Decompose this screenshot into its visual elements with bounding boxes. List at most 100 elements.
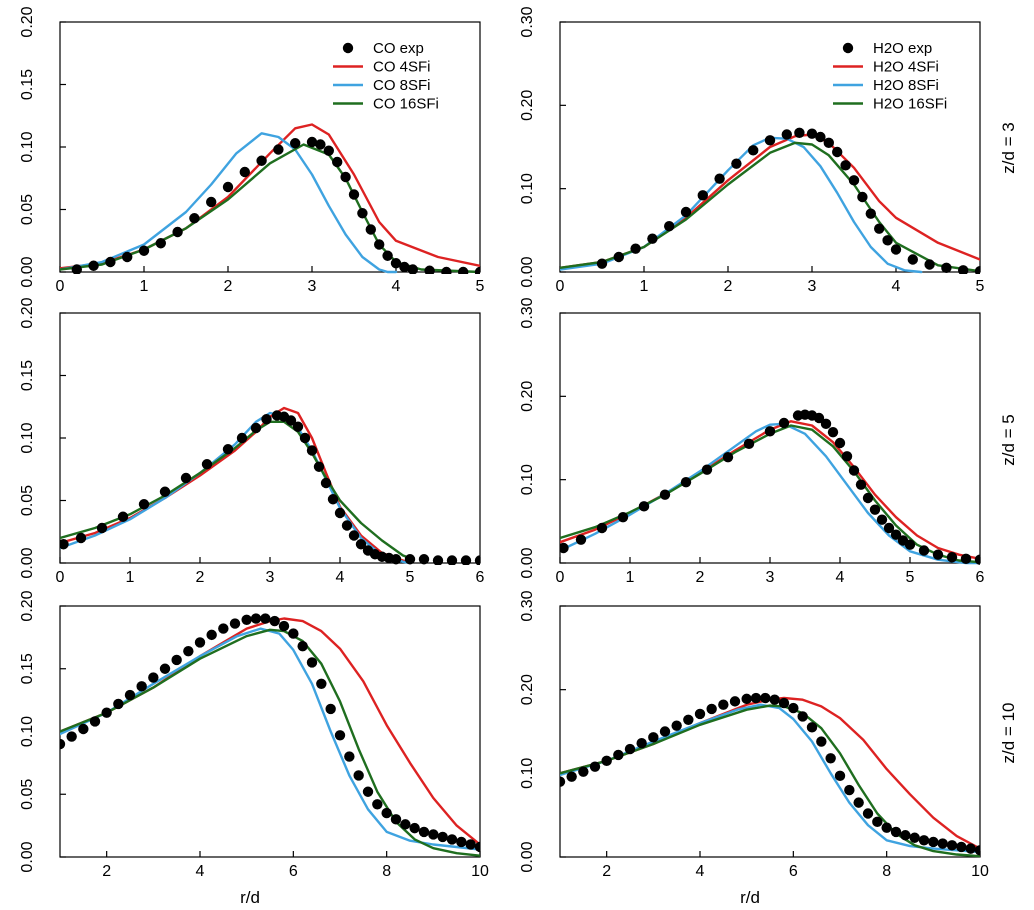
panel-4-x-tick-label: 5 (906, 569, 915, 586)
panel-4-series-line (560, 424, 980, 564)
panel-2-legend-label: H2O 8SFi (873, 77, 939, 94)
panel-6-data-point (816, 736, 827, 747)
panel-3-data-point (348, 530, 360, 541)
panel-3-y-tick-label: 0.10 (19, 422, 36, 453)
panel-1-data-point (138, 245, 150, 256)
panel-6-data-point (974, 845, 980, 856)
panel-1-data-point (390, 258, 402, 269)
panel-5-data-point (278, 620, 290, 632)
panel-3-data-point (96, 522, 108, 534)
panel-6-data-point (918, 835, 930, 846)
panel-1-legend-label: CO exp (373, 40, 424, 57)
panel-6-data-point (965, 843, 976, 854)
panel-4-y-tick-label: 0.20 (519, 381, 536, 412)
panel-1-legend-item: CO 4SFi (333, 59, 431, 76)
panel-4-data-point (617, 511, 629, 523)
panel-2-data-point (647, 233, 658, 244)
panel-5-x-axis-title: r/d (240, 888, 260, 907)
panel-1-data-point (332, 156, 343, 168)
panel-6-series-line (560, 704, 980, 858)
panel-1-data-point (323, 145, 334, 156)
panel-5-data-point (241, 614, 252, 626)
panel-3-plot-area (60, 406, 480, 565)
panel-3-x-tick-label: 6 (476, 569, 485, 586)
panel-1-y-tick-label: 0.00 (19, 256, 36, 287)
panel-1-x-tick-label: 1 (140, 278, 149, 295)
panel-5-data-point (465, 839, 476, 850)
panel-5-data-point (353, 770, 364, 781)
panel-6-data-point (560, 776, 566, 787)
panel-1-data-point (407, 264, 418, 274)
panel-6-data-point (578, 766, 589, 777)
panel-6-data-point (589, 761, 601, 772)
panel-2-data-point (697, 190, 708, 201)
panel-5-data-point (194, 637, 206, 648)
panel-5-data-point (136, 681, 147, 692)
panel-6-data-point (769, 694, 780, 705)
panel-4-series-line (560, 422, 980, 565)
panel-1-series-line (60, 123, 480, 270)
panel-3-x-tick-label: 0 (56, 569, 65, 586)
panel-6-data-point (566, 771, 577, 782)
panel-2-data-point (958, 265, 969, 274)
panel-3-data-point (292, 421, 304, 432)
panel-4-data-point (680, 476, 692, 488)
panel-5-y-tick-label: 0.15 (19, 653, 36, 684)
panel-1-x-tick-label: 5 (476, 278, 485, 295)
panel-2-y-tick-label: 0.30 (519, 6, 536, 37)
panel-1-legend-item: CO 16SFi (333, 96, 439, 113)
panel-4-data-point (638, 501, 650, 512)
panel-2-data-point (823, 137, 834, 149)
panel-1-data-point (222, 181, 234, 193)
panel-4-data-point (848, 465, 860, 476)
panel-3-data-point (60, 539, 69, 550)
panel-4-x-tick-label: 4 (836, 569, 845, 586)
panel-5-data-point (446, 834, 458, 845)
panel-4-y-tick-label: 0.00 (519, 547, 536, 578)
panel-3-data-point (236, 432, 248, 444)
panel-2-y-tick-label: 0.10 (519, 173, 536, 204)
panel-4-data-point (960, 553, 972, 565)
panel-2-data-point (731, 158, 742, 169)
panel-4-x-tick-label: 3 (766, 569, 775, 586)
panel-1-data-point (239, 166, 250, 178)
panel-2-data-point (781, 129, 792, 140)
panel-6-data-point (671, 720, 682, 731)
panel-4-data-point (778, 417, 790, 429)
panel-3-data-point (355, 539, 367, 550)
panel-2-legend-item: H2O 8SFi (833, 77, 939, 94)
panel-6-x-tick-label: 10 (971, 863, 989, 880)
panel-5-data-point (78, 723, 89, 735)
panel-1-data-point (357, 208, 368, 219)
panel-2-data-point (664, 220, 675, 232)
panel-5-data-point (206, 629, 217, 641)
panel-3-data-point (222, 444, 234, 455)
panel-5-data-point (409, 822, 420, 834)
panel-6-data-point (729, 696, 741, 707)
panel-6-data-point (601, 755, 612, 766)
panel-5-data-point (113, 698, 124, 710)
panel-1-y-tick-label: 0.05 (19, 194, 36, 225)
panel-3-data-point (341, 520, 353, 531)
panel-3-data-point (201, 459, 213, 470)
panel-3-data-point (250, 422, 262, 434)
panel-4-data-point (722, 451, 734, 463)
panel-6-data-point (862, 808, 874, 819)
panel-6-data-point (750, 692, 762, 704)
panel-3-data-point (432, 555, 444, 565)
panel-2-x-tick-label: 1 (640, 278, 649, 295)
panel-4-data-point (932, 549, 944, 560)
panel-3-data-point (320, 477, 332, 489)
panel-5-x-tick-label: 6 (289, 863, 298, 880)
panel-5-data-point (362, 786, 374, 797)
panel-6-x-axis-title: r/d (740, 888, 760, 907)
panel-6-data-point (946, 840, 958, 851)
panel-5-y-tick-label: 0.00 (19, 841, 36, 872)
panel-1-data-point (71, 264, 82, 274)
panel-6-data-point (909, 832, 920, 843)
panel-3-x-tick-label: 4 (336, 569, 345, 586)
panel-6-data-point (806, 722, 818, 733)
panel-4-y-tick-label: 0.30 (519, 297, 536, 328)
